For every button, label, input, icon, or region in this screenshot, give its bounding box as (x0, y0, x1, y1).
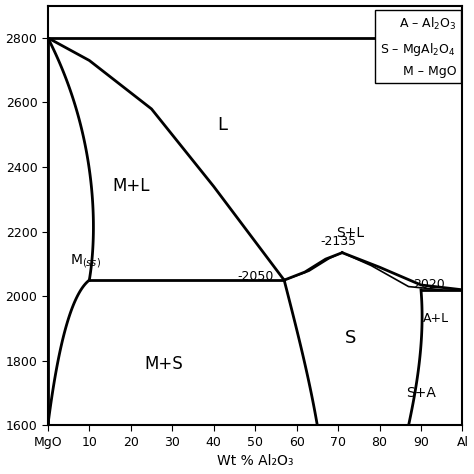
Text: S+A: S+A (406, 386, 436, 400)
Text: -2050: -2050 (237, 270, 273, 283)
Text: M+L: M+L (112, 177, 149, 195)
Text: L: L (217, 116, 227, 134)
Text: M$_{(ss)}$: M$_{(ss)}$ (70, 252, 100, 270)
X-axis label: Wt % Al₂O₃: Wt % Al₂O₃ (217, 455, 293, 468)
Text: S+L: S+L (337, 226, 365, 240)
Text: M+S: M+S (145, 355, 183, 373)
Text: -2135: -2135 (320, 235, 356, 248)
Text: S: S (345, 329, 356, 347)
Text: 2020: 2020 (413, 278, 445, 292)
Text: A+L: A+L (422, 312, 448, 325)
Text: A – Al$_2$O$_3$
S – MgAl$_2$O$_4$
M – MgO: A – Al$_2$O$_3$ S – MgAl$_2$O$_4$ M – Mg… (380, 16, 456, 78)
